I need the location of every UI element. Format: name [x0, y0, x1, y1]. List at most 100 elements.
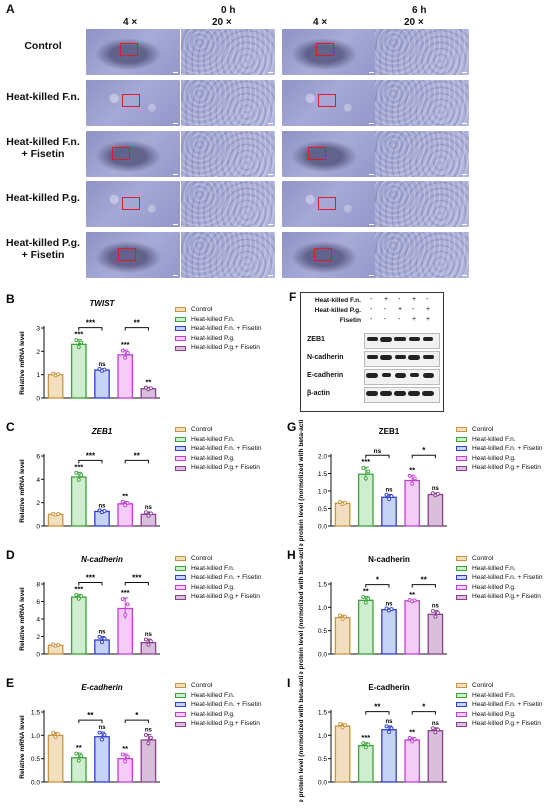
wb-band [366, 337, 378, 341]
y-tick-label: 4 [36, 617, 40, 624]
row-label-3: Heat-killed F.n. + Fisetin [4, 136, 82, 160]
comparison-bracket [124, 582, 149, 586]
y-tick-label: 3 [36, 326, 40, 333]
data-point [56, 642, 61, 647]
legend-swatch [175, 307, 186, 313]
legend-label: Heat-killed P.g.+ Fisetin [472, 593, 541, 601]
data-point [125, 754, 130, 759]
legend-b: Control Heat-killed F.n. Heat-killed F.n. … [175, 305, 262, 353]
micrograph-r3-c2 [181, 131, 275, 177]
legend-label: Heat-killed P.g. [191, 710, 235, 718]
significance-label: ns [145, 727, 153, 733]
legend-item: Heat-killed F.n. + Fisetin [175, 573, 262, 583]
legend-label: Heat-killed P.g.+ Fisetin [472, 720, 541, 728]
zoom-region-box [122, 197, 140, 210]
bracket-label: ns [374, 448, 382, 455]
y-tick-label: 1.0 [31, 733, 40, 740]
legend-item: Heat-killed P.g. [175, 583, 262, 593]
time-header-6h: 6 h [412, 5, 427, 16]
data-point [102, 367, 107, 372]
bar [47, 734, 64, 783]
data-point [143, 510, 148, 515]
panel-label: E [6, 676, 14, 690]
significance-label: *** [74, 462, 83, 471]
row-label-line2: + Fisetin [21, 249, 65, 261]
wb-condition-label: Heat-killed P.g. [314, 307, 361, 314]
micrograph-r3-c3 [282, 131, 376, 177]
scale-bar [369, 122, 374, 124]
significance-label: ns [98, 503, 106, 509]
data-point [120, 597, 125, 601]
scale-bar [268, 274, 273, 276]
chart-i: I E-cadherin 0.0 0.5 1.0 1.5 Relative protein … [287, 676, 447, 802]
data-point [102, 508, 107, 513]
y-axis-label: Relative mRNA level [19, 459, 26, 523]
data-point [146, 642, 151, 647]
bar [381, 496, 397, 527]
scale-bar [462, 173, 467, 175]
data-point [340, 725, 345, 730]
y-axis-label: Relative protein level (normolized with … [298, 676, 305, 802]
bar [404, 739, 421, 783]
data-point [363, 600, 368, 605]
micrograph-r4-c1 [86, 181, 180, 227]
micrograph-r2-c1 [86, 80, 180, 126]
legend-swatch [175, 446, 186, 452]
wb-strip [364, 333, 440, 349]
significance-label: ** [409, 728, 415, 737]
chart-g: G ZEB1 0.0 0.5 1.0 1.5 2.0 Relative protein lev… [287, 420, 447, 546]
data-point [102, 732, 107, 737]
data-point [412, 598, 417, 603]
bar [404, 479, 421, 527]
panel-label-f: F [289, 290, 297, 304]
scale-bar [173, 122, 178, 124]
legend-label: Heat-killed F.n. [191, 691, 235, 699]
bracket-label: ** [421, 576, 428, 585]
data-point [412, 737, 417, 742]
bracket-label: ** [374, 703, 381, 712]
legend-label: Control [191, 426, 213, 433]
data-point [361, 595, 366, 599]
wb-band [366, 390, 378, 396]
zoom-region-box [120, 43, 138, 56]
legend-label: Heat-killed P.g.+ Fisetin [191, 593, 260, 601]
legend-label: Heat-killed F.n. [472, 691, 516, 699]
significance-label: *** [361, 457, 370, 466]
legend-swatch [175, 345, 186, 351]
data-point [125, 351, 130, 355]
legend-label: Heat-killed F.n. + Fisetin [191, 325, 262, 333]
significance-label: ns [385, 488, 393, 494]
wb-sign: + [398, 306, 403, 313]
legend-swatch [175, 575, 186, 581]
row-label-2: Heat-killed F.n. [4, 91, 82, 103]
data-point [56, 372, 61, 377]
legend-item: Heat-killed P.g. [175, 334, 262, 344]
significance-label: ns [98, 725, 106, 731]
significance-label: ns [98, 630, 106, 636]
legend-item: Control [175, 425, 262, 435]
wb-sign: - [398, 296, 401, 303]
wb-band [380, 390, 392, 396]
legend-h: Control Heat-killed F.n. Heat-killed F.n. … [456, 554, 543, 602]
legend-swatch [175, 316, 186, 322]
legend-swatch [175, 702, 186, 708]
zoom-region-box [316, 43, 334, 56]
wb-sign: - [384, 306, 387, 313]
data-point [430, 609, 435, 613]
comparison-bracket [78, 719, 103, 724]
row-label-5: Heat-killed P.g. + Fisetin [4, 237, 82, 261]
legend-swatch [456, 585, 467, 591]
legend-label: Heat-killed P.g. [472, 454, 516, 462]
y-tick-label: 1 [36, 372, 40, 379]
bracket-label: *** [132, 574, 142, 583]
data-point [74, 470, 79, 475]
data-point [387, 730, 391, 734]
legend-g: Control Heat-killed F.n. Heat-killed F.n. … [456, 425, 543, 473]
data-point [435, 491, 440, 496]
legend-label: Heat-killed F.n. + Fisetin [472, 574, 543, 582]
y-axis-label: Relative protein level (normolized with … [298, 548, 305, 674]
wb-band [380, 336, 392, 342]
data-point [433, 730, 438, 735]
legend-swatch [175, 456, 186, 462]
legend-swatch [175, 712, 186, 718]
